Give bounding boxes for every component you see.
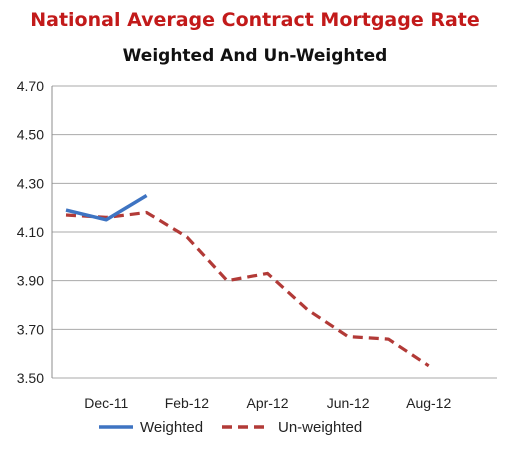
series-lines (65, 194, 430, 368)
x-axis-ticks: Dec-11 Feb-12 Apr-12 Jun-12 Aug-12 (84, 395, 451, 411)
x-tick-label: Jun-12 (327, 395, 370, 411)
y-axis-ticks: 4.70 4.50 4.30 4.10 3.90 3.70 3.50 (17, 78, 44, 386)
y-tick-label: 3.90 (17, 273, 44, 289)
series-line-un-weighted (65, 210, 430, 368)
y-tick-label: 4.70 (17, 78, 44, 94)
legend-label-weighted: Weighted (140, 419, 203, 436)
y-tick-label: 3.70 (17, 321, 44, 337)
x-tick-label: Aug-12 (406, 395, 451, 411)
chart-subtitle: Weighted And Un-Weighted (122, 46, 388, 66)
y-tick-label: 4.10 (17, 224, 44, 240)
series-line-weighted (65, 194, 148, 222)
legend: Weighted Un-weighted (99, 419, 362, 436)
gridlines (51, 85, 497, 379)
y-tick-label: 3.50 (17, 370, 44, 386)
chart-title: National Average Contract Mortgage Rate (30, 9, 480, 31)
x-tick-label: Dec-11 (84, 395, 128, 411)
y-tick-label: 4.50 (17, 127, 44, 143)
legend-label-un-weighted: Un-weighted (278, 419, 362, 436)
x-tick-label: Apr-12 (246, 395, 288, 411)
x-tick-label: Feb-12 (165, 395, 210, 411)
y-tick-label: 4.30 (17, 175, 44, 191)
